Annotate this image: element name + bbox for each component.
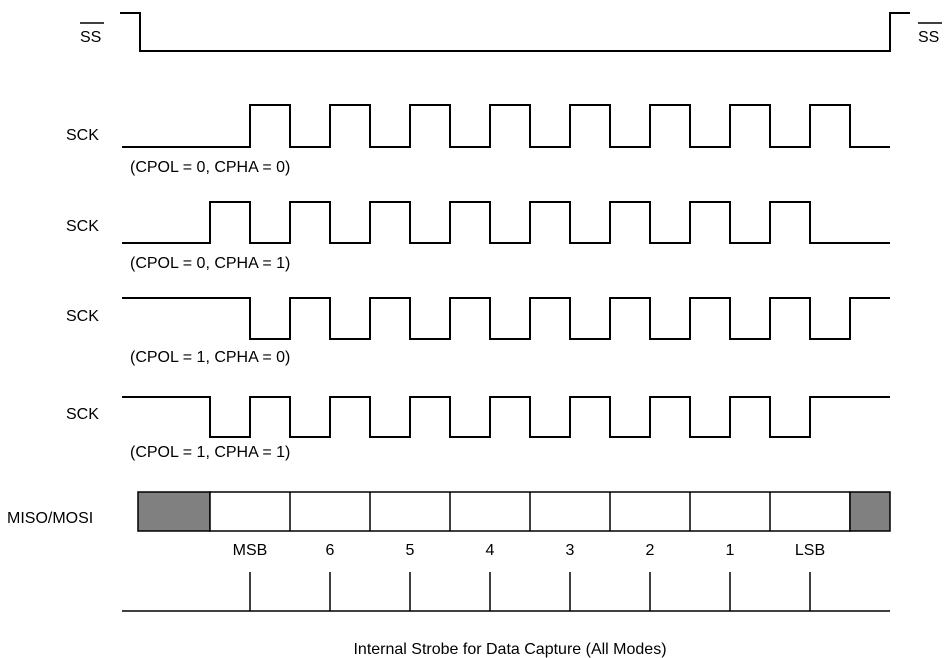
data-fill-right xyxy=(849,491,891,532)
sck-waveform xyxy=(122,297,890,340)
data-line-label: MISO/MOSI xyxy=(7,510,93,527)
bit-label-2: 2 xyxy=(646,542,655,559)
ss-waveform xyxy=(120,12,910,52)
sck-row-1: SCK (CPOL = 0, CPHA = 1) xyxy=(66,201,890,272)
bit-label-1: 1 xyxy=(726,542,735,559)
bit-label-6: 6 xyxy=(326,542,335,559)
sck-mode-label: (CPOL = 0, CPHA = 1) xyxy=(130,255,290,272)
bit-label-lsb: LSB xyxy=(795,542,825,559)
sck-mode-label: (CPOL = 0, CPHA = 0) xyxy=(130,159,290,176)
bit-label-4: 4 xyxy=(486,542,495,559)
bit-label-3: 3 xyxy=(566,542,575,559)
ss-signal: SS SS xyxy=(80,12,942,52)
data-line: MISO/MOSI MSB 6 5 4 3 2 1 LSB xyxy=(7,491,891,559)
strobe-line: Internal Strobe for Data Capture (All Mo… xyxy=(122,572,890,658)
strobe-caption: Internal Strobe for Data Capture (All Mo… xyxy=(353,641,666,658)
sck-label: SCK xyxy=(66,406,99,423)
sck-waveform xyxy=(122,201,890,244)
sck-waveform xyxy=(122,104,890,148)
sck-mode-label: (CPOL = 1, CPHA = 0) xyxy=(130,349,290,366)
ss-label-left: SS xyxy=(80,29,101,46)
sck-label: SCK xyxy=(66,218,99,235)
sck-waveform xyxy=(122,396,890,438)
sck-row-2: SCK (CPOL = 1, CPHA = 0) xyxy=(66,297,890,366)
sck-label: SCK xyxy=(66,127,99,144)
bit-label-5: 5 xyxy=(406,542,415,559)
ss-label-right: SS xyxy=(918,29,939,46)
sck-row-3: SCK (CPOL = 1, CPHA = 1) xyxy=(66,396,890,461)
sck-mode-label: (CPOL = 1, CPHA = 1) xyxy=(130,444,290,461)
data-fill-left xyxy=(137,491,211,532)
bit-label-msb: MSB xyxy=(233,542,268,559)
sck-label: SCK xyxy=(66,308,99,325)
sck-row-0: SCK (CPOL = 0, CPHA = 0) xyxy=(66,104,890,176)
